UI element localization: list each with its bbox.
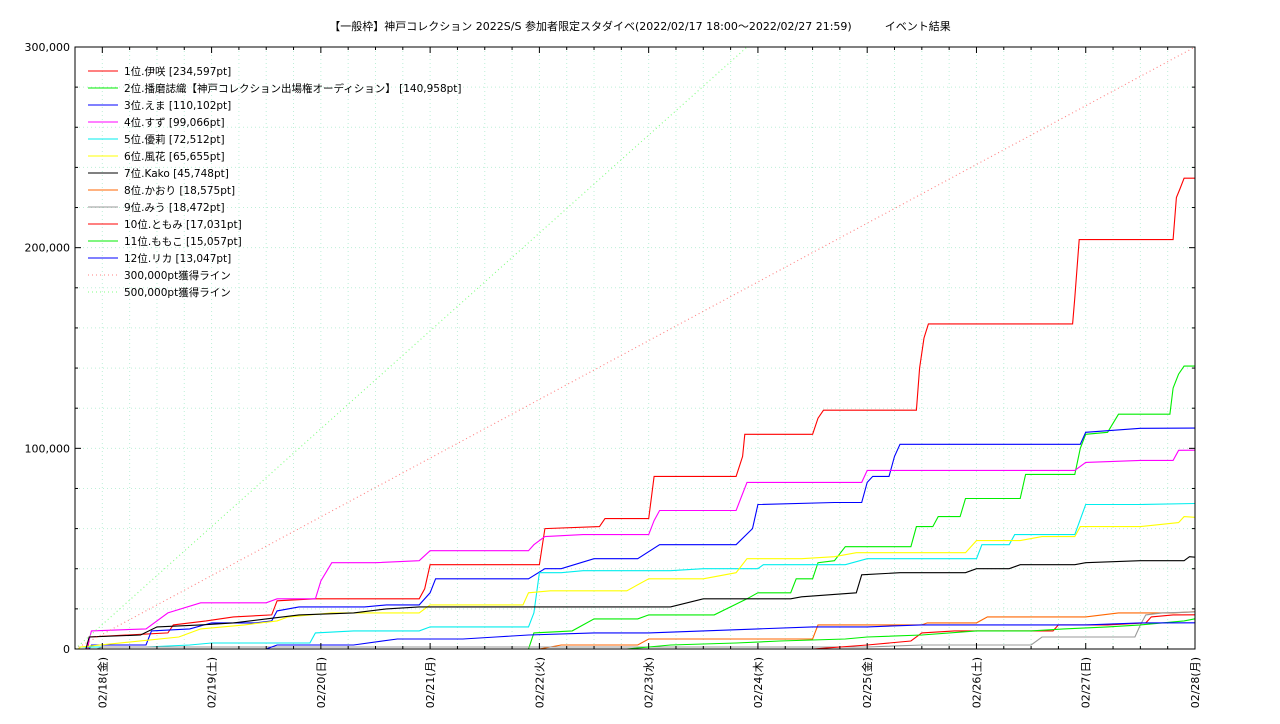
y-tick-label: 300,000 [25,41,71,54]
legend-label-1: 1位.伊咲 [234,597pt] [124,65,231,78]
y-tick-label: 0 [63,643,70,656]
series-line-7 [75,556,1195,649]
series-line-11 [75,618,1195,649]
plot-frame [74,46,1196,650]
x-tick-label: 02/22(火) [533,657,546,708]
legend-label-12: 12位.リカ [13,047pt] [124,252,231,265]
series-line-5 [75,502,1195,649]
legend-label-6: 6位.風花 [65,655pt] [124,150,225,163]
legend-label-9: 9位.みう [18,472pt] [124,201,225,214]
series-line-10 [75,614,1195,649]
x-tick-label: 02/20(日) [315,657,328,708]
series-line-6 [75,516,1195,649]
series-line-2 [75,365,1195,649]
legend-label-2: 2位.播磨誌織【神戸コレクション出場権オーディション】 [140,958pt] [124,82,462,95]
x-tick-label: 02/21(月) [424,657,437,708]
x-tick-label: 02/24(木) [752,657,765,708]
legend-label-13: 300,000pt獲得ライン [124,269,231,282]
legend-label-3: 3位.えま [110,102pt] [124,99,231,112]
series-line-12 [75,622,1195,649]
y-tick-label: 200,000 [25,242,71,255]
legend-label-5: 5位.優莉 [72,512pt] [124,133,225,146]
x-tick-label: 02/18(金) [95,657,109,708]
legend-label-11: 11位.ももこ [15,057pt] [124,235,242,248]
y-tick-label: 100,000 [25,442,71,455]
legend-label-7: 7位.Kako [45,748pt] [124,167,229,180]
chart-title: 【一般枠】神戸コレクション 2022S/S 参加者限定スタダイベ(2022/02… [329,20,951,33]
series-line-3 [75,427,1195,649]
legend-label-4: 4位.すず [99,066pt] [124,116,225,129]
legend-label-14: 500,000pt獲得ライン [124,286,231,299]
x-tick-label: 02/26(土) [970,657,983,708]
legend-label-10: 10位.ともみ [17,031pt] [124,218,242,231]
x-tick-label: 02/28(月) [1189,657,1202,708]
series-line-1 [75,177,1195,649]
legend-label-8: 8位.かおり [18,575pt] [124,184,235,197]
x-tick-label: 02/25(金) [860,657,874,708]
x-tick-label: 02/23(水) [643,657,656,708]
x-tick-label: 02/27(日) [1080,657,1093,708]
series-line-14 [75,47,748,649]
x-tick-label: 02/19(土) [206,657,219,708]
series-line-4 [75,449,1195,649]
